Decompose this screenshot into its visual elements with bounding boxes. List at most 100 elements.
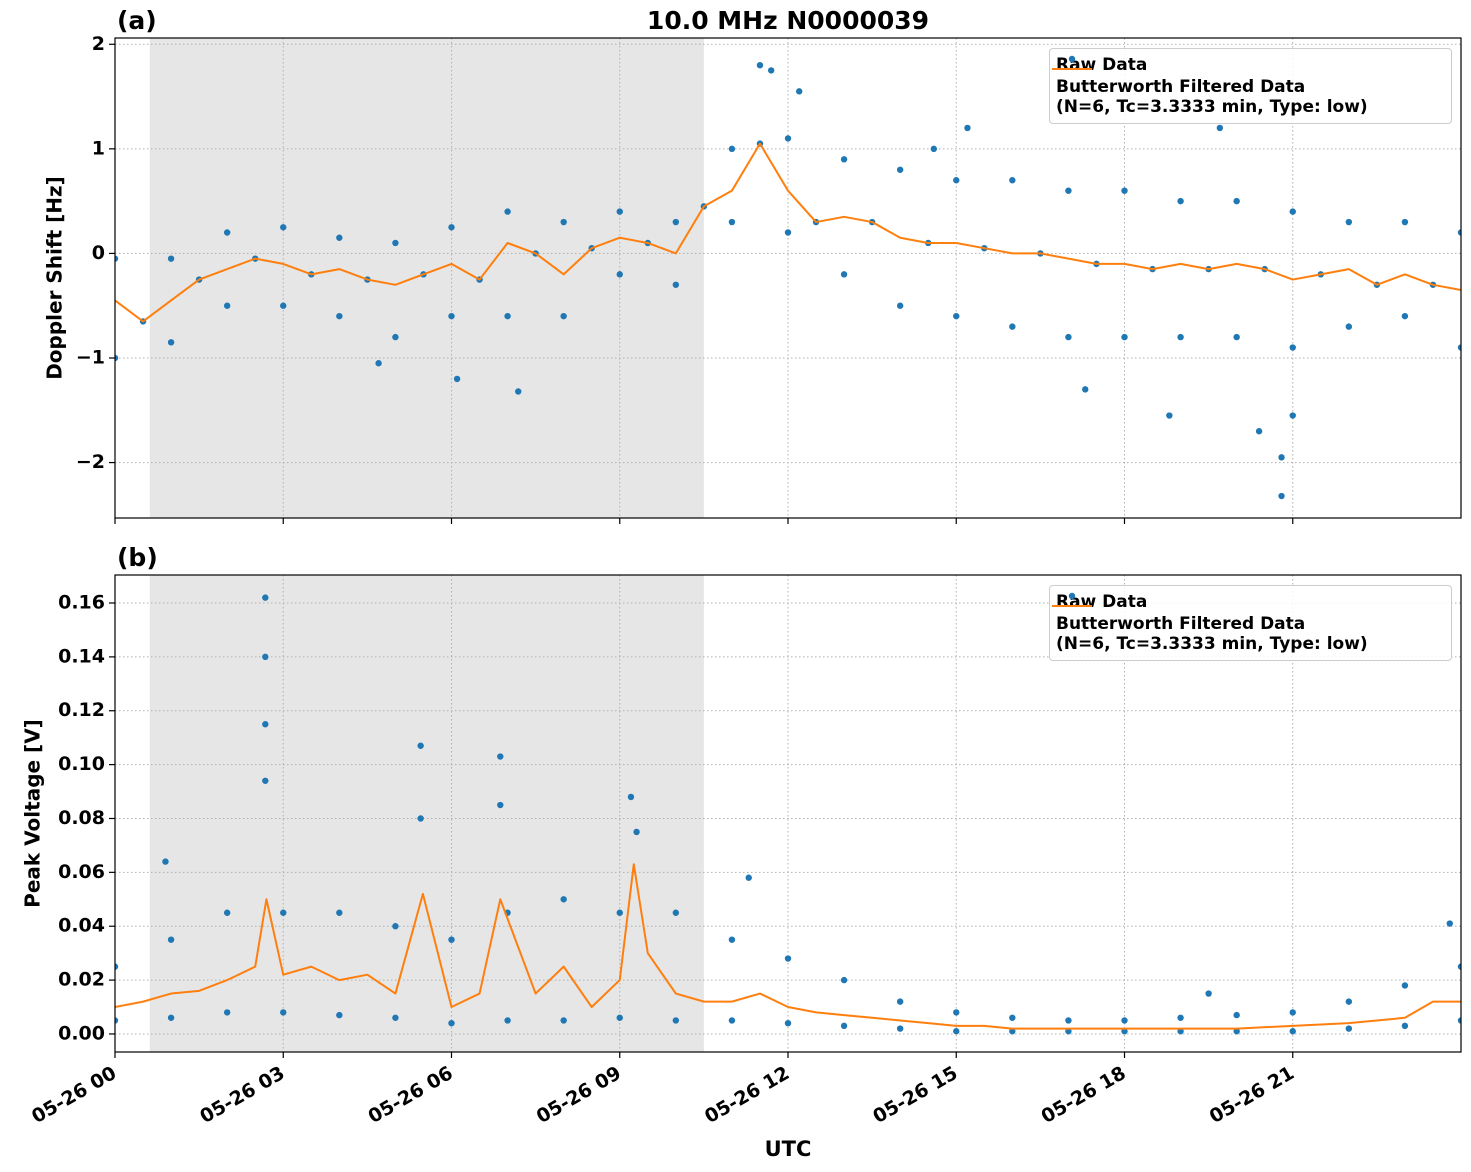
raw-point [115,354,119,362]
raw-point [953,1009,960,1016]
y-tick-label: 0.06 [58,861,105,883]
shaded-span [149,38,704,518]
raw-point [633,828,640,836]
raw-point [417,742,424,749]
raw-point [1216,124,1224,132]
raw-point [262,594,269,601]
y-tick-label: 0.02 [58,969,105,991]
raw-point [1401,982,1409,989]
legend-marker [1068,55,1076,63]
raw-point [896,166,904,173]
raw-point [1082,386,1089,393]
raw-point [616,1014,623,1021]
filtered-line [115,863,1461,1030]
raw-point [728,1017,736,1024]
raw-point [728,936,736,943]
plot-frame [114,574,1462,1053]
raw-point [262,653,269,661]
raw-point [1233,1011,1240,1019]
raw-point [1009,1028,1016,1035]
raw-point [448,224,455,231]
raw-point [336,234,343,241]
legend-marker [1068,592,1076,600]
raw-point [1401,218,1409,226]
raw-point [1345,323,1353,330]
filtered-line [115,142,1461,323]
raw-point [784,1019,792,1027]
raw-point [728,218,736,226]
raw-point [1205,990,1212,997]
raw-point [1233,333,1240,341]
y-axis-label: Doppler Shift [Hz] [43,176,67,380]
raw-point [560,312,567,320]
raw-point [672,281,680,288]
y-tick-label: 0.14 [58,645,105,667]
raw-point [1233,197,1240,205]
raw-point [223,1009,231,1016]
y-tick-label: 0.00 [58,1022,105,1044]
raw-point [616,271,623,278]
raw-point [115,963,119,970]
raw-point [375,360,382,367]
raw-point [1177,1028,1184,1035]
raw-point [784,955,792,962]
x-tick-label: 05-26 09 [533,1062,625,1128]
legend-symbol [1068,592,1076,600]
raw-point [1289,344,1296,351]
raw-point [280,302,287,309]
panel-label: (a) [117,6,157,35]
raw-point [930,145,938,153]
raw-point [896,302,904,309]
raw-point [448,936,455,943]
raw-point [1065,333,1072,341]
raw-point [756,61,764,69]
raw-point [1121,333,1128,341]
raw-point [504,208,511,215]
raw-point [1121,1028,1128,1035]
raw-point [336,1011,343,1019]
raw-point [1345,998,1353,1005]
raw-point [672,909,680,916]
legend: Raw Data Butterworth Filtered Data (N=6, … [1049,48,1452,124]
raw-point [223,302,231,309]
raw-point [784,229,792,236]
y-tick-label: 0.12 [58,699,105,721]
raw-point [1289,1009,1296,1016]
plot-frame [114,37,1462,519]
raw-point [1121,1017,1128,1024]
y-tick-label: 1 [92,137,105,159]
legend-entry: Butterworth Filtered Data (N=6, Tc=3.333… [1052,605,1445,654]
raw-point [840,156,848,163]
raw-point [672,218,680,226]
raw-point [1289,208,1296,215]
raw-point [1121,187,1128,194]
raw-point [280,909,287,916]
raw-point [616,909,623,916]
raw-point [1278,454,1285,461]
raw-point [280,224,287,231]
y-tick-label: 0.04 [58,915,105,937]
raw-point [1457,229,1461,236]
y-tick-label: −2 [76,451,105,473]
raw-point [167,339,175,346]
raw-point [223,909,231,916]
chart-title: 10.0 MHz N0000039 [647,6,929,35]
raw-point [392,1014,399,1021]
raw-point [1233,1028,1240,1035]
raw-point [167,936,175,943]
raw-point [223,229,231,236]
raw-point [1177,1014,1184,1021]
raw-point [896,1025,904,1032]
legend-entry: Raw Data [1056,55,1445,75]
raw-point [167,255,175,262]
raw-point [1009,323,1016,330]
raw-point [497,753,504,760]
raw-point [1345,218,1353,226]
raw-point [767,67,775,74]
y-tick-label: −1 [76,347,105,369]
raw-point [672,1017,680,1024]
y-axis-label: Peak Voltage [V] [21,719,45,908]
shaded-span [149,575,704,1052]
